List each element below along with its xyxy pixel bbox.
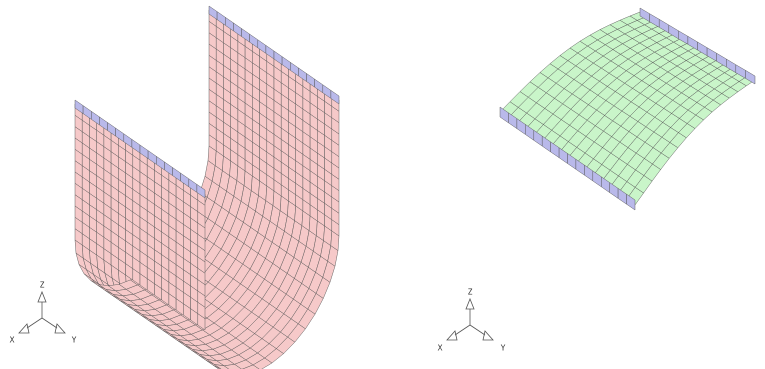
cone [466,299,474,309]
cone [483,331,493,340]
cone [55,324,65,333]
plate-mesh [500,8,755,210]
viewport: Z X Y Z X Y [0,0,765,369]
cone [447,331,457,340]
triad-left [19,292,65,333]
axis [42,318,57,328]
axis [27,318,42,328]
page: Z X Y Z X Y (() => { const data = JSON.p… [0,0,765,369]
axis-label: X [10,336,15,345]
cone [19,324,29,333]
axis [455,325,470,335]
axis-label: Z [40,281,45,290]
cone [38,292,46,302]
axis-label: Z [468,288,473,297]
axis-label: X [438,344,443,353]
axis [470,325,485,335]
u-shell-mesh [75,6,339,369]
axis-label: Y [501,344,506,353]
axis-label: Y [72,336,77,345]
triad-right [447,299,493,340]
